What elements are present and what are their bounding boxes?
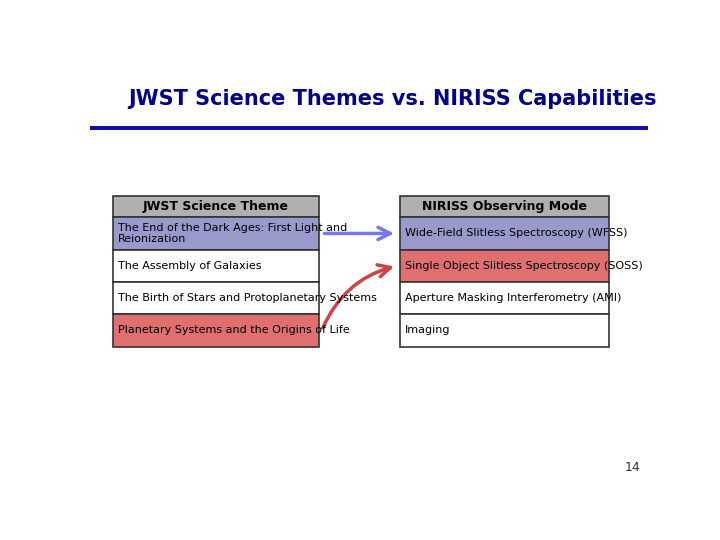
Text: Aperture Masking Interferometry (AMI): Aperture Masking Interferometry (AMI)	[405, 293, 621, 303]
FancyArrowPatch shape	[323, 265, 390, 328]
FancyBboxPatch shape	[400, 195, 609, 217]
Text: The End of the Dark Ages: First Light and
Reionization: The End of the Dark Ages: First Light an…	[118, 222, 347, 244]
FancyBboxPatch shape	[113, 282, 319, 314]
Text: Imaging: Imaging	[405, 326, 450, 335]
FancyBboxPatch shape	[400, 282, 609, 314]
Text: Single Object Slitless Spectroscopy (SOSS): Single Object Slitless Spectroscopy (SOS…	[405, 261, 642, 271]
Text: The Birth of Stars and Protoplanetary Systems: The Birth of Stars and Protoplanetary Sy…	[118, 293, 377, 303]
Text: NIRISS Observing Mode: NIRISS Observing Mode	[422, 200, 587, 213]
FancyBboxPatch shape	[400, 217, 609, 249]
Text: Wide-Field Slitless Spectroscopy (WFSS): Wide-Field Slitless Spectroscopy (WFSS)	[405, 228, 627, 239]
FancyBboxPatch shape	[400, 314, 609, 347]
FancyBboxPatch shape	[90, 126, 648, 130]
FancyBboxPatch shape	[113, 195, 319, 217]
FancyBboxPatch shape	[113, 314, 319, 347]
Text: JWST Science Themes vs. NIRISS Capabilities: JWST Science Themes vs. NIRISS Capabilit…	[128, 90, 657, 110]
FancyArrowPatch shape	[325, 227, 390, 240]
Text: JWST Science Theme: JWST Science Theme	[143, 200, 289, 213]
FancyBboxPatch shape	[400, 249, 609, 282]
Text: Planetary Systems and the Origins of Life: Planetary Systems and the Origins of Lif…	[118, 326, 350, 335]
FancyBboxPatch shape	[113, 249, 319, 282]
FancyBboxPatch shape	[113, 217, 319, 249]
Text: The Assembly of Galaxies: The Assembly of Galaxies	[118, 261, 261, 271]
Text: 14: 14	[624, 462, 640, 475]
